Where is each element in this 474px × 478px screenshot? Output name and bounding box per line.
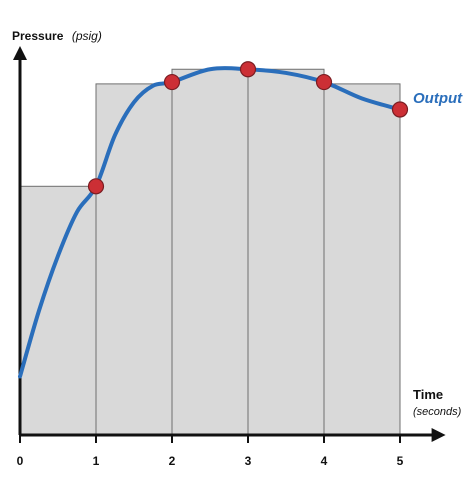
x-tick-label-2: 2: [169, 454, 176, 468]
x-axis-arrow: [431, 428, 446, 442]
x-tick-label-5: 5: [397, 454, 404, 468]
x-tick-label-4: 4: [321, 454, 328, 468]
series-line-0: [18, 66, 402, 379]
y-axis-label: Pressure (psig): [12, 27, 102, 44]
step-bar-0: [19, 185, 97, 436]
series-group: [18, 66, 402, 379]
y-axis-arrow: [13, 46, 27, 60]
x-tick-label-0: 0: [17, 454, 24, 468]
data-point-0-3: [315, 73, 333, 91]
x-tick-labels: 0 1 2 3 4 5: [17, 454, 404, 468]
markers-group: [87, 61, 409, 195]
data-point-0-1: [163, 73, 181, 91]
x-tick-label-1: 1: [93, 454, 100, 468]
y-axis-title: Pressure: [12, 29, 64, 43]
step-bar-3: [247, 68, 325, 436]
data-point-0-0: [87, 178, 105, 195]
series-label-output: Output: [413, 90, 463, 107]
step-bar-1: [95, 83, 173, 436]
step-bar-2: [171, 68, 249, 436]
x-axis-title: Time: [413, 387, 443, 402]
x-axis-unit: (seconds): [413, 406, 462, 418]
data-point-0-2: [239, 61, 257, 78]
step-bars: [19, 68, 401, 436]
x-tick-label-3: 3: [245, 454, 252, 468]
step-bar-4: [323, 83, 401, 436]
y-axis-unit: (psig): [72, 29, 102, 43]
data-point-0-4: [391, 101, 409, 118]
